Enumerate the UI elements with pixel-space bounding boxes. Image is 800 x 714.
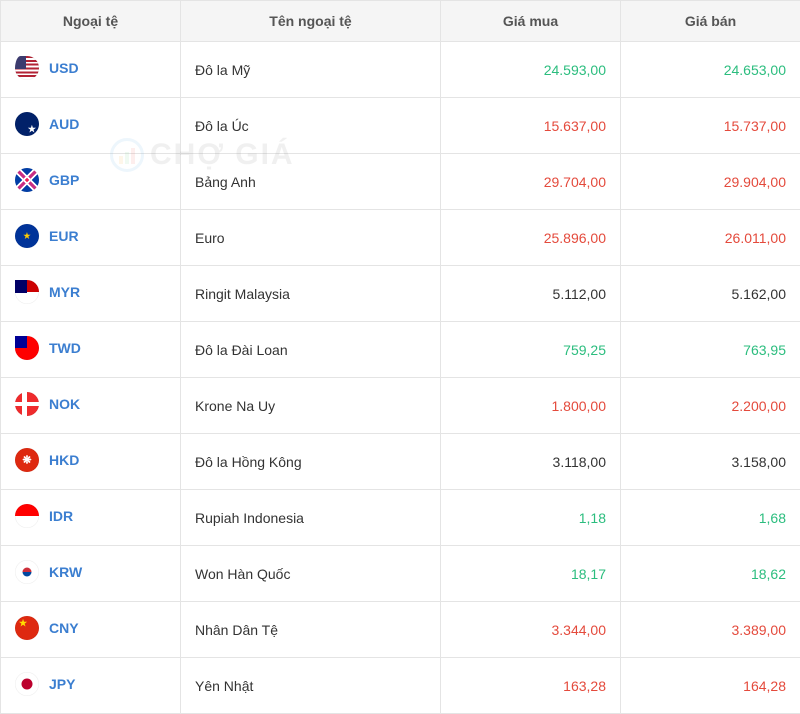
cell-buy-price: 24.593,00 bbox=[441, 42, 621, 98]
table-row: IDR Rupiah Indonesia1,181,68 bbox=[1, 490, 800, 546]
usd-flag-icon bbox=[15, 56, 39, 80]
cell-sell-price: 2.200,00 bbox=[621, 378, 800, 434]
currency-code-label: MYR bbox=[49, 284, 80, 300]
exchange-rate-table: Ngoại tệ Tên ngoại tệ Giá mua Giá bán US… bbox=[0, 0, 800, 714]
header-sell: Giá bán bbox=[621, 1, 800, 42]
cell-sell-price: 3.158,00 bbox=[621, 434, 800, 490]
cell-currency-code[interactable]: AUD bbox=[1, 98, 181, 154]
cell-buy-price: 3.118,00 bbox=[441, 434, 621, 490]
header-name: Tên ngoại tệ bbox=[181, 1, 441, 42]
currency-code-label: IDR bbox=[49, 508, 73, 524]
header-code: Ngoại tệ bbox=[1, 1, 181, 42]
cell-currency-code[interactable]: USD bbox=[1, 42, 181, 98]
cell-currency-code[interactable]: HKD bbox=[1, 434, 181, 490]
cell-currency-code[interactable]: TWD bbox=[1, 322, 181, 378]
table-row: AUD Đô la Úc15.637,0015.737,00 bbox=[1, 98, 800, 154]
cell-currency-name: Đô la Hồng Kông bbox=[181, 434, 441, 490]
table-row: NOK Krone Na Uy1.800,002.200,00 bbox=[1, 378, 800, 434]
table-row: JPY Yên Nhật163,28164,28 bbox=[1, 658, 800, 714]
cell-buy-price: 1,18 bbox=[441, 490, 621, 546]
currency-code-label: HKD bbox=[49, 452, 79, 468]
cell-currency-name: Ringit Malaysia bbox=[181, 266, 441, 322]
jpy-flag-icon bbox=[15, 672, 39, 696]
cell-currency-name: Đô la Đài Loan bbox=[181, 322, 441, 378]
cell-currency-name: Euro bbox=[181, 210, 441, 266]
cell-sell-price: 26.011,00 bbox=[621, 210, 800, 266]
cell-buy-price: 1.800,00 bbox=[441, 378, 621, 434]
cell-sell-price: 164,28 bbox=[621, 658, 800, 714]
cell-currency-name: Yên Nhật bbox=[181, 658, 441, 714]
currency-code-label: USD bbox=[49, 60, 79, 76]
cell-currency-code[interactable]: IDR bbox=[1, 490, 181, 546]
eur-flag-icon bbox=[15, 224, 39, 248]
cell-currency-name: Krone Na Uy bbox=[181, 378, 441, 434]
krw-flag-icon bbox=[15, 560, 39, 584]
table-row: CNY Nhân Dân Tệ3.344,003.389,00 bbox=[1, 602, 800, 658]
table-row: GBP Bảng Anh29.704,0029.904,00 bbox=[1, 154, 800, 210]
cell-currency-code[interactable]: MYR bbox=[1, 266, 181, 322]
aud-flag-icon bbox=[15, 112, 39, 136]
currency-code-label: AUD bbox=[49, 116, 79, 132]
cell-sell-price: 5.162,00 bbox=[621, 266, 800, 322]
myr-flag-icon bbox=[15, 280, 39, 304]
cell-currency-code[interactable]: GBP bbox=[1, 154, 181, 210]
cny-flag-icon bbox=[15, 616, 39, 640]
exchange-rate-panel: CHỢ GIÁ Ngoại tệ Tên ngoại tệ Giá mua Gi… bbox=[0, 0, 800, 714]
cell-currency-name: Bảng Anh bbox=[181, 154, 441, 210]
nok-flag-icon bbox=[15, 392, 39, 416]
hkd-flag-icon bbox=[15, 448, 39, 472]
cell-buy-price: 3.344,00 bbox=[441, 602, 621, 658]
table-row: HKD Đô la Hồng Kông3.118,003.158,00 bbox=[1, 434, 800, 490]
twd-flag-icon bbox=[15, 336, 39, 360]
cell-currency-code[interactable]: KRW bbox=[1, 546, 181, 602]
cell-currency-name: Đô la Mỹ bbox=[181, 42, 441, 98]
currency-code-label: TWD bbox=[49, 340, 81, 356]
cell-buy-price: 5.112,00 bbox=[441, 266, 621, 322]
cell-currency-code[interactable]: EUR bbox=[1, 210, 181, 266]
cell-sell-price: 1,68 bbox=[621, 490, 800, 546]
cell-buy-price: 759,25 bbox=[441, 322, 621, 378]
cell-currency-name: Đô la Úc bbox=[181, 98, 441, 154]
header-buy: Giá mua bbox=[441, 1, 621, 42]
cell-currency-code[interactable]: JPY bbox=[1, 658, 181, 714]
currency-code-label: GBP bbox=[49, 172, 79, 188]
cell-sell-price: 24.653,00 bbox=[621, 42, 800, 98]
idr-flag-icon bbox=[15, 504, 39, 528]
cell-buy-price: 15.637,00 bbox=[441, 98, 621, 154]
cell-buy-price: 25.896,00 bbox=[441, 210, 621, 266]
cell-buy-price: 163,28 bbox=[441, 658, 621, 714]
cell-currency-name: Won Hàn Quốc bbox=[181, 546, 441, 602]
currency-code-label: CNY bbox=[49, 620, 79, 636]
table-row: EUR Euro25.896,0026.011,00 bbox=[1, 210, 800, 266]
currency-code-label: JPY bbox=[49, 676, 75, 692]
cell-sell-price: 763,95 bbox=[621, 322, 800, 378]
cell-sell-price: 3.389,00 bbox=[621, 602, 800, 658]
cell-sell-price: 15.737,00 bbox=[621, 98, 800, 154]
cell-sell-price: 29.904,00 bbox=[621, 154, 800, 210]
table-row: MYR Ringit Malaysia5.112,005.162,00 bbox=[1, 266, 800, 322]
cell-currency-name: Nhân Dân Tệ bbox=[181, 602, 441, 658]
cell-currency-code[interactable]: NOK bbox=[1, 378, 181, 434]
cell-currency-code[interactable]: CNY bbox=[1, 602, 181, 658]
gbp-flag-icon bbox=[15, 168, 39, 192]
cell-sell-price: 18,62 bbox=[621, 546, 800, 602]
currency-code-label: KRW bbox=[49, 564, 82, 580]
table-row: TWD Đô la Đài Loan759,25763,95 bbox=[1, 322, 800, 378]
cell-buy-price: 18,17 bbox=[441, 546, 621, 602]
cell-buy-price: 29.704,00 bbox=[441, 154, 621, 210]
table-header-row: Ngoại tệ Tên ngoại tệ Giá mua Giá bán bbox=[1, 1, 800, 42]
cell-currency-name: Rupiah Indonesia bbox=[181, 490, 441, 546]
currency-code-label: EUR bbox=[49, 228, 79, 244]
currency-code-label: NOK bbox=[49, 396, 80, 412]
table-row: USD Đô la Mỹ24.593,0024.653,00 bbox=[1, 42, 800, 98]
table-row: KRW Won Hàn Quốc18,1718,62 bbox=[1, 546, 800, 602]
